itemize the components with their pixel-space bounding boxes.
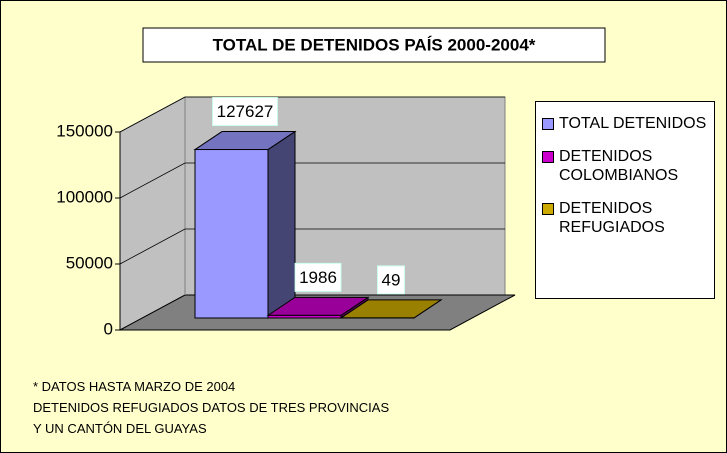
legend-swatch bbox=[542, 203, 554, 215]
note: Y UN CANTÓN DEL GUAYAS bbox=[33, 421, 207, 436]
grid-line bbox=[119, 162, 505, 199]
grid-line bbox=[119, 96, 505, 133]
legend-label: DETENIDOS REFUGIADOS bbox=[559, 200, 665, 236]
y-tick-label: 50000 bbox=[66, 253, 113, 272]
legend: TOTAL DETENIDOS DETENIDOS COLOMBIANOS DETE… bbox=[535, 101, 715, 299]
title-box bbox=[142, 27, 606, 63]
data-label-box bbox=[212, 97, 278, 127]
data-label: 127627 bbox=[217, 102, 274, 121]
legend-entry: DETENIDOS REFUGIADOS bbox=[542, 199, 708, 237]
y-tick-label: 150000 bbox=[56, 121, 113, 140]
bar-side bbox=[267, 130, 296, 319]
note: * DATOS HASTA MARZO DE 2004 bbox=[33, 379, 236, 394]
legend-label: TOTAL DETENIDOS bbox=[559, 115, 707, 132]
y-tick-label: 100000 bbox=[56, 187, 113, 206]
legend-label: DETENIDOS COLOMBIANOS bbox=[559, 148, 679, 184]
legend-swatch bbox=[542, 118, 554, 130]
bar bbox=[194, 149, 269, 319]
y-tick-label: 0 bbox=[104, 319, 113, 338]
notes: * DATOS HASTA MARZO DE 2004 DETENIDOS REF… bbox=[33, 376, 389, 439]
legend-entry: TOTAL DETENIDOS bbox=[542, 114, 708, 133]
bar bbox=[267, 314, 342, 319]
note: DETENIDOS REFUGIADOS DATOS DE TRES PROVI… bbox=[33, 400, 390, 415]
legend-swatch bbox=[542, 151, 554, 163]
grid-line bbox=[119, 228, 505, 265]
data-label: 1986 bbox=[299, 268, 337, 287]
data-label: 49 bbox=[382, 270, 401, 289]
chart-title: TOTAL DE DETENIDOS PAÍS 2000-2004* bbox=[213, 35, 536, 54]
legend-entry: DETENIDOS COLOMBIANOS bbox=[542, 147, 708, 185]
data-label-box bbox=[377, 265, 405, 295]
data-label-box bbox=[294, 262, 342, 292]
